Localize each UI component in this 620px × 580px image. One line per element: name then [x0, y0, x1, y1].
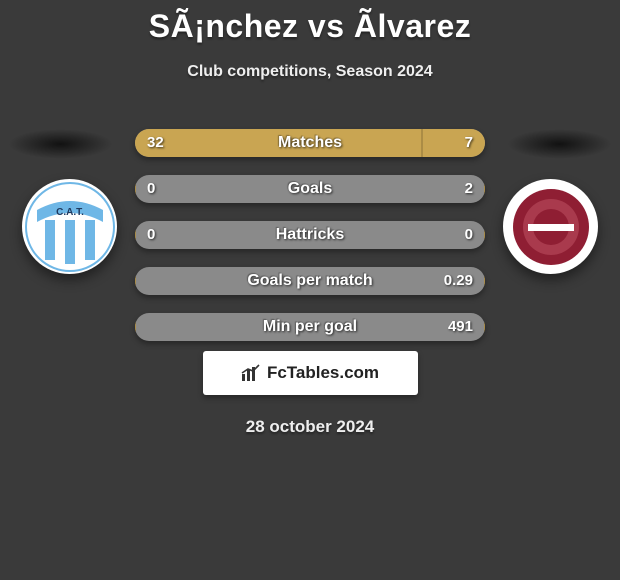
stat-row: Goals0 2 — [135, 175, 485, 203]
page-title: SÃ¡nchez vs Ãlvarez — [0, 0, 620, 45]
bar-value-right: 0.29 — [432, 267, 485, 295]
crest-left-icon: C.A.T. — [25, 182, 115, 272]
stat-row: Goals per match0.29 — [135, 267, 485, 295]
bar-value-right: 2 — [453, 175, 485, 203]
bar-label: Matches — [135, 129, 485, 157]
crest-shadow-right — [507, 129, 612, 159]
comparison-chart: C.A.T. Matches327Goals02Hattricks00Goals… — [0, 111, 620, 341]
chart-icon — [241, 364, 261, 382]
team-crest-right — [503, 179, 598, 274]
bar-label: Goals — [135, 175, 485, 203]
bar-value-left: 0 — [135, 221, 167, 249]
date-label: 28 october 2024 — [0, 417, 620, 437]
bar-value-right: 0 — [453, 221, 485, 249]
stat-row: Hattricks0 0 — [135, 221, 485, 249]
stat-row: Matches32 7 — [135, 129, 485, 157]
bar-value-left: 32 — [135, 129, 176, 157]
crest-shadow-left — [8, 129, 113, 159]
bar-value-left: 0 — [135, 175, 167, 203]
subtitle: Club competitions, Season 2024 — [0, 63, 620, 81]
stat-bars: Matches327Goals02Hattricks00Goals per ma… — [135, 129, 485, 359]
bar-label: Hattricks — [135, 221, 485, 249]
bar-label: Min per goal — [135, 313, 485, 341]
bar-value-right: 491 — [436, 313, 485, 341]
crest-right-icon — [506, 182, 596, 272]
stat-row: Min per goal491 — [135, 313, 485, 341]
team-crest-left: C.A.T. — [22, 179, 117, 274]
svg-text:C.A.T.: C.A.T. — [56, 207, 84, 218]
source-label: FcTables.com — [267, 363, 379, 383]
bar-value-right: 7 — [453, 129, 485, 157]
